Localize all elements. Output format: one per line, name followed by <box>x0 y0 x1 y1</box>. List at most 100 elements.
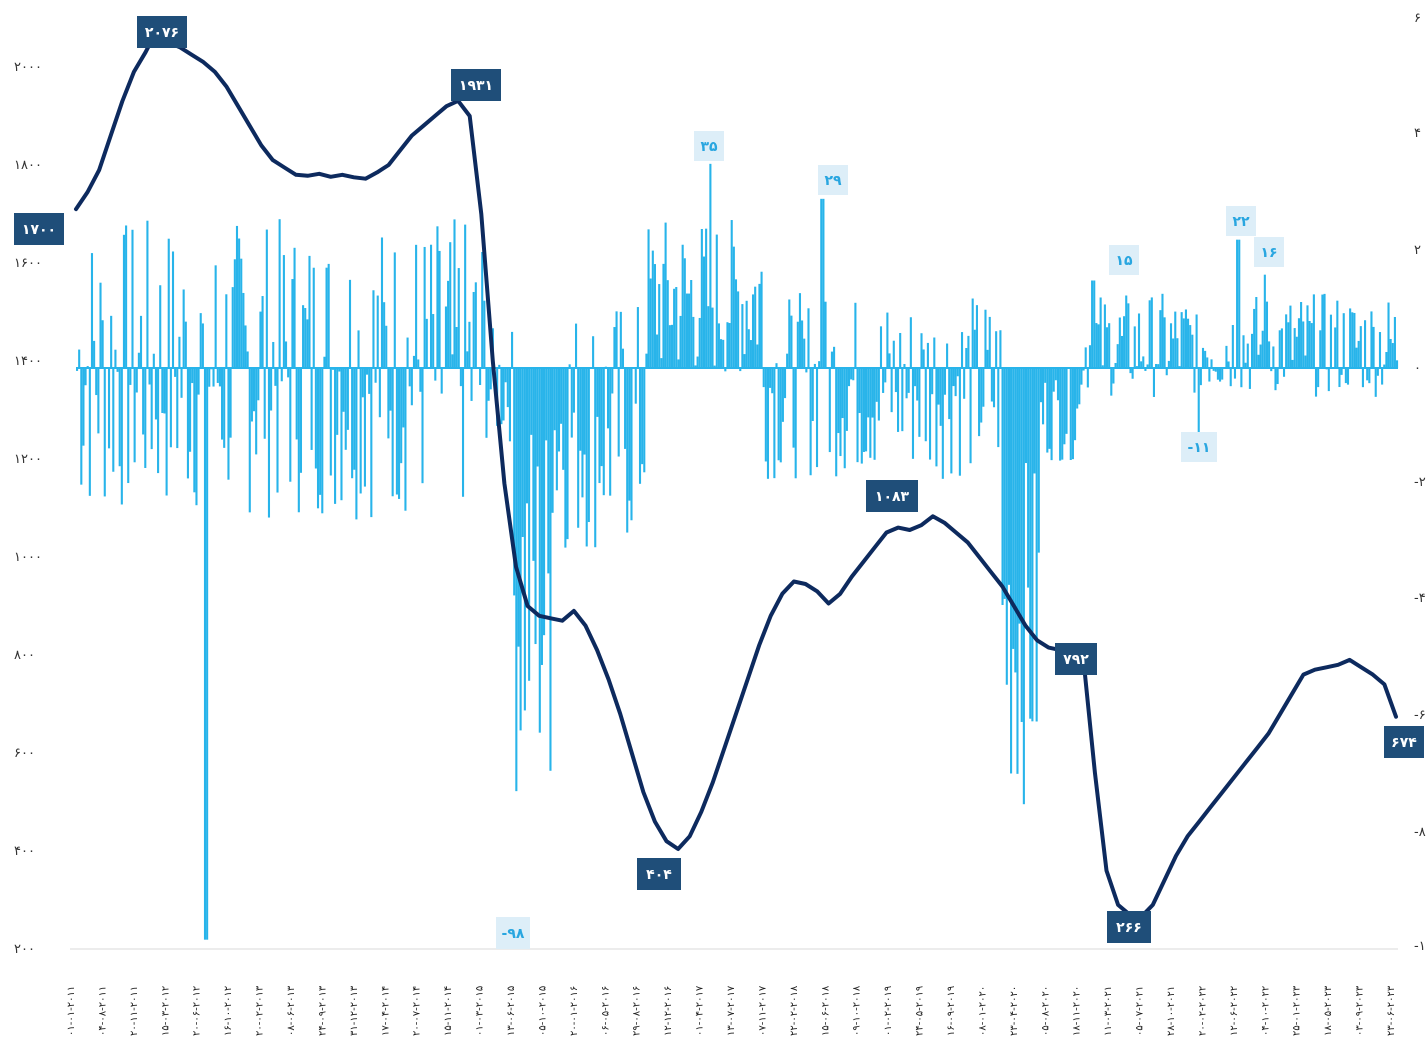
bar <box>372 290 374 368</box>
bar <box>276 368 278 493</box>
bar <box>624 368 626 449</box>
bar <box>411 368 413 405</box>
bar <box>1247 344 1249 368</box>
bar <box>264 368 266 439</box>
bar <box>507 368 509 407</box>
bar <box>1097 324 1099 368</box>
bar <box>385 326 387 368</box>
bar <box>970 368 972 463</box>
annotation-label: ۲۶۶ <box>1116 920 1142 936</box>
bar <box>302 305 304 368</box>
bar <box>1119 318 1121 368</box>
bar <box>221 368 223 440</box>
bar <box>699 318 701 368</box>
right-tick-label: ۶ <box>1414 11 1421 26</box>
bar <box>502 368 504 420</box>
bar <box>1108 323 1110 368</box>
bar <box>1025 368 1027 463</box>
bar <box>1289 306 1291 368</box>
bar <box>1161 294 1163 368</box>
bar <box>1355 348 1357 368</box>
bar <box>893 341 895 368</box>
bar <box>692 317 694 368</box>
bar <box>773 368 775 478</box>
bar <box>799 293 801 368</box>
bar <box>323 357 325 368</box>
date-tick-label: ۰۱-۰۴-۲۰۱۷ <box>695 985 706 1036</box>
bar <box>716 235 718 368</box>
bar <box>916 368 918 401</box>
bar <box>159 285 161 368</box>
bar <box>788 299 790 368</box>
bar <box>999 330 1001 368</box>
bar <box>389 368 391 411</box>
bar <box>711 308 713 368</box>
date-tick-label: ۲۰-۰۱-۲۰۱۶ <box>569 986 580 1036</box>
bar <box>677 359 679 368</box>
bar <box>343 368 345 412</box>
date-tick-label: ۰۵-۱۰-۲۰۱۵ <box>537 986 548 1036</box>
bar <box>426 319 428 368</box>
bar <box>511 332 513 368</box>
bar <box>483 301 485 368</box>
right-tick-label: -۸ <box>1414 825 1426 840</box>
bar <box>97 368 99 433</box>
bar <box>793 368 795 448</box>
bar <box>80 368 82 485</box>
bar <box>530 368 532 435</box>
bar <box>1112 368 1114 384</box>
bar <box>1349 308 1351 368</box>
bar <box>616 311 618 368</box>
bar <box>189 368 191 452</box>
bar <box>1292 360 1294 368</box>
bar <box>1070 368 1072 460</box>
bar <box>266 230 268 368</box>
bar <box>620 312 622 368</box>
bar <box>1324 294 1326 368</box>
bar <box>987 350 989 368</box>
annotation-label: ۷۹۲ <box>1063 652 1089 668</box>
bar <box>528 368 530 681</box>
bar <box>1164 317 1166 368</box>
bar <box>93 341 95 368</box>
bar <box>490 368 492 389</box>
bar <box>119 368 121 466</box>
bar <box>703 257 705 368</box>
bar <box>1001 368 1003 605</box>
bar <box>102 320 104 368</box>
bar <box>637 307 639 368</box>
bar <box>272 342 274 368</box>
bar <box>539 368 541 733</box>
bar <box>1225 346 1227 368</box>
bar <box>797 322 799 368</box>
bar <box>1236 240 1238 368</box>
bar <box>825 302 827 368</box>
bar <box>364 368 366 487</box>
bar <box>458 268 460 368</box>
bar <box>586 368 588 546</box>
bar <box>340 368 342 500</box>
bar <box>1351 312 1353 368</box>
bar <box>946 344 948 368</box>
bar <box>852 368 854 380</box>
bar <box>1219 368 1221 382</box>
bar <box>846 368 848 431</box>
bar <box>193 368 195 492</box>
bar <box>763 368 765 387</box>
date-tick-label: ۰۱-۰۱-۲۰۱۱ <box>66 986 77 1036</box>
bar <box>255 368 257 454</box>
date-tick-label: ۲۰-۰۲-۲۰۲۲ <box>1197 986 1208 1036</box>
bar <box>404 368 406 511</box>
bar <box>1008 368 1010 585</box>
bar <box>524 368 526 710</box>
left-tick-label: ۱۸۰۰ <box>14 158 42 173</box>
bar <box>577 368 579 528</box>
bar <box>353 368 355 470</box>
bar <box>667 280 669 368</box>
bar <box>679 316 681 368</box>
bar <box>1396 360 1398 368</box>
bar <box>308 256 310 368</box>
right-tick-label: ۴ <box>1414 126 1421 141</box>
bar <box>1183 318 1185 368</box>
